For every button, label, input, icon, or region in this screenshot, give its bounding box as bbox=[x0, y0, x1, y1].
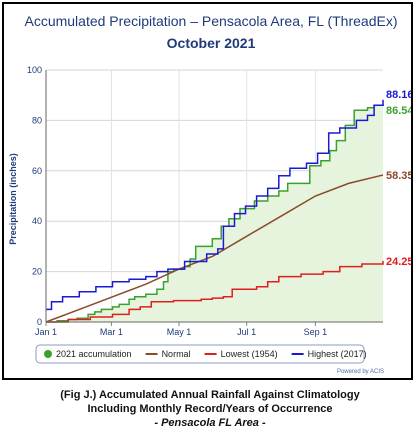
end-labels: 86.54” 58.35” 24.25” 88.16” bbox=[386, 89, 411, 268]
y-axis-label: Precipitation (inches) bbox=[8, 153, 18, 245]
x-tick-label-4: Sep 1 bbox=[304, 327, 328, 337]
area-2021-accumulation bbox=[46, 103, 383, 323]
series-line-lowest-1954 bbox=[46, 260, 384, 323]
legend-label-lowest-1954[interactable]: Lowest (1954) bbox=[221, 349, 278, 359]
series-line-normal bbox=[45, 174, 384, 323]
caption-line-3: - Pensacola FL Area - bbox=[154, 417, 266, 429]
x-tick-label-1: Mar 1 bbox=[100, 327, 123, 337]
chart-subtitle: October 2021 bbox=[167, 35, 256, 51]
series-lines bbox=[45, 99, 384, 323]
caption-line-1: (Fig J.) Accumulated Annual Rainfall Aga… bbox=[60, 389, 360, 401]
y-tick-label-4: 80 bbox=[32, 115, 42, 125]
x-tick-label-3: Jul 1 bbox=[237, 327, 256, 337]
accumulation-area bbox=[46, 103, 383, 323]
chart-frame: Accumulated Precipitation – Pensacola Ar… bbox=[2, 2, 413, 380]
legend-label-normal[interactable]: Normal bbox=[162, 349, 191, 359]
legend-box bbox=[35, 344, 365, 364]
x-tick-label-2: May 1 bbox=[167, 327, 192, 337]
chart-title: Accumulated Precipitation – Pensacola Ar… bbox=[24, 13, 397, 29]
y-tick-label-2: 40 bbox=[32, 216, 42, 226]
legend-label-2021-accumulation[interactable]: 2021 accumulation bbox=[56, 349, 132, 359]
y-tick-label-0: 0 bbox=[37, 317, 42, 327]
x-tick-label-0: Jan 1 bbox=[35, 327, 57, 337]
end-label-2021-accumulation: 86.54” bbox=[386, 105, 411, 117]
legend-label-highest-2017[interactable]: Highest (2017) bbox=[308, 349, 367, 359]
precipitation-chart: Accumulated Precipitation – Pensacola Ar… bbox=[8, 13, 411, 375]
figure-caption: (Fig J.) Accumulated Annual Rainfall Aga… bbox=[0, 388, 420, 430]
legend-marker-2021-accumulation bbox=[44, 350, 52, 358]
y-tick-label-3: 60 bbox=[32, 166, 42, 176]
y-tick-label-1: 20 bbox=[32, 267, 42, 277]
end-label-highest-2017: 88.16” bbox=[386, 89, 411, 101]
caption-line-2: Including Monthly Record/Years of Occurr… bbox=[87, 403, 333, 415]
end-label-lowest-1954: 24.25” bbox=[386, 256, 411, 268]
axes: 0 20 40 60 80 100 Jan 1 Mar 1 May 1 Jul 1 Sep 1 bbox=[27, 65, 383, 337]
series-line-highest-2017 bbox=[46, 99, 384, 311]
end-label-normal: 58.35” bbox=[386, 170, 411, 182]
series-line-2021-accumulation bbox=[46, 103, 384, 323]
credits-link[interactable]: Powered by ACIS bbox=[337, 369, 384, 375]
legend: 2021 accumulation Normal Lowest (1954) High… bbox=[35, 344, 367, 364]
y-tick-label-5: 100 bbox=[27, 65, 42, 75]
